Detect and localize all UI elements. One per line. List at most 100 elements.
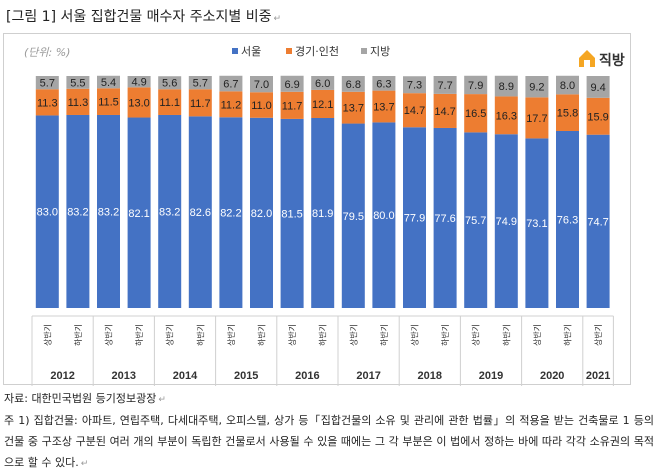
- data-label-regional: 7.3: [407, 80, 422, 92]
- half-year-label: 상반기: [348, 324, 358, 346]
- bar-regional: [35, 76, 59, 90]
- bar-regional: [127, 76, 151, 88]
- data-label-regional: 5.5: [70, 77, 85, 89]
- year-label: 2020: [540, 370, 564, 382]
- data-label-seoul: 77.6: [434, 213, 455, 225]
- data-label-gyeonggi-incheon: 13.0: [128, 97, 149, 109]
- half-year-label: 하반기: [501, 324, 511, 346]
- data-label-gyeonggi-incheon: 11.3: [68, 97, 89, 109]
- year-label: 2012: [50, 370, 74, 382]
- bar-regional: [97, 75, 120, 89]
- bar-gyeonggi-incheon: [35, 89, 59, 116]
- half-year-label: 상반기: [471, 324, 481, 346]
- year-label: 2017: [356, 370, 380, 382]
- data-label-regional: 6.9: [284, 79, 299, 91]
- bar-regional: [250, 76, 273, 93]
- half-year-label: 상반기: [104, 324, 114, 346]
- data-label-regional: 7.7: [437, 80, 452, 92]
- data-label-regional: 6.7: [223, 79, 238, 91]
- pilcrow-mark: ↵: [80, 459, 89, 469]
- bar-gyeonggi-incheon: [127, 87, 151, 118]
- half-year-label: 상반기: [593, 324, 603, 346]
- data-label-gyeonggi-incheon: 11.1: [159, 97, 180, 109]
- bar-seoul: [372, 122, 396, 309]
- bar-seoul: [280, 118, 304, 308]
- data-label-seoul: 73.1: [526, 218, 547, 230]
- year-label: 2021: [586, 370, 610, 382]
- data-label-regional: 5.4: [101, 77, 116, 89]
- data-label-regional: 5.7: [40, 78, 55, 90]
- bar-regional: [433, 76, 457, 94]
- data-label-seoul: 82.2: [220, 208, 241, 220]
- data-label-seoul: 76.3: [557, 214, 578, 226]
- bar-area: 83.0 11.3 5.7 83.2 11.3 5.5 83.2 11.5 5.4 82.1 13.…: [35, 75, 610, 309]
- data-label-seoul: 81.5: [281, 208, 302, 220]
- data-label-seoul: 79.5: [343, 211, 364, 223]
- half-year-label: 상반기: [287, 324, 297, 346]
- legend-swatch-gyeonggi-incheon: [286, 48, 292, 54]
- brand-name: 직방: [599, 52, 625, 69]
- data-label-seoul: 77.9: [404, 213, 425, 225]
- unit-label: (단위: %): [24, 46, 70, 59]
- pilcrow-mark: ↵: [158, 395, 166, 405]
- half-year-label: 하반기: [318, 324, 328, 346]
- chart-panel: (단위: %) 서울 경기·인천 지방 직방 83.0 11.3 5.7 83.2 11…: [3, 33, 631, 386]
- bar-regional: [219, 75, 243, 92]
- bar-gyeonggi-incheon: [97, 88, 120, 115]
- data-label-gyeonggi-incheon: 11.7: [282, 100, 303, 112]
- data-label-regional: 5.6: [162, 78, 177, 90]
- data-label-regional: 6.8: [346, 79, 361, 91]
- data-label-gyeonggi-incheon: 15.9: [587, 111, 608, 123]
- data-label-gyeonggi-incheon: 15.8: [557, 108, 578, 120]
- source-line: 자료: 대한민국법원 등기정보광장 ↵: [4, 390, 166, 406]
- year-label: 2015: [234, 370, 258, 382]
- bar-seoul: [403, 127, 426, 308]
- bar-seoul: [341, 123, 365, 308]
- half-year-label: 하반기: [134, 324, 144, 346]
- footnote-text: 주 1) 집합건물: 아파트, 연립주택, 다세대주택, 오피스텔, 상가 등「…: [4, 414, 654, 469]
- house-logo-door: [584, 60, 590, 67]
- bar-gyeonggi-incheon: [372, 90, 396, 123]
- bar-seoul: [494, 134, 518, 308]
- footnote: 주 1) 집합건물: 아파트, 연립주택, 다세대주택, 오피스텔, 상가 등「…: [4, 410, 654, 475]
- data-label-gyeonggi-incheon: 14.7: [404, 105, 425, 117]
- bar-gyeonggi-incheon: [586, 97, 610, 135]
- bar-seoul: [66, 114, 90, 308]
- bar-gyeonggi-incheon: [66, 88, 90, 115]
- bar-regional: [556, 75, 579, 95]
- bar-gyeonggi-incheon: [219, 91, 243, 118]
- bar-gyeonggi-incheon: [494, 96, 518, 135]
- bar-regional: [341, 76, 365, 92]
- year-label: 2014: [173, 370, 198, 382]
- data-label-regional: 6.0: [315, 78, 330, 90]
- data-label-gyeonggi-incheon: 16.3: [496, 110, 517, 122]
- half-year-label: 상반기: [42, 324, 52, 346]
- data-label-seoul: 74.7: [587, 216, 608, 228]
- half-year-label: 상반기: [226, 324, 236, 346]
- bar-seoul: [433, 127, 457, 308]
- data-label-seoul: 81.9: [312, 208, 333, 220]
- data-label-gyeonggi-incheon: 12.1: [312, 99, 333, 111]
- data-label-regional: 8.0: [560, 80, 575, 92]
- data-label-regional: 8.9: [499, 81, 514, 93]
- data-label-seoul: 83.2: [159, 206, 180, 218]
- half-year-label: 하반기: [195, 324, 205, 346]
- data-label-gyeonggi-incheon: 11.0: [251, 100, 272, 112]
- half-year-label: 하반기: [257, 324, 267, 346]
- bar-seoul: [35, 115, 59, 308]
- data-label-seoul: 82.0: [251, 208, 272, 220]
- bar-seoul: [97, 114, 120, 308]
- half-year-label: 상반기: [410, 324, 420, 346]
- data-label-regional: 6.3: [376, 78, 391, 90]
- data-label-regional: 9.4: [590, 82, 605, 94]
- data-label-gyeonggi-incheon: 17.7: [526, 113, 547, 125]
- title-text: [그림 1] 서울 집합건물 매수자 주소지별 비중: [6, 9, 272, 25]
- year-label: 2016: [295, 370, 319, 382]
- bar-gyeonggi-incheon: [158, 89, 182, 115]
- stacked-bar-chart: (단위: %) 서울 경기·인천 지방 직방 83.0 11.3 5.7 83.2 11…: [24, 44, 625, 386]
- bar-gyeonggi-incheon: [341, 91, 365, 124]
- bar-regional: [586, 76, 610, 98]
- half-year-label: 하반기: [563, 324, 573, 346]
- bar-regional: [188, 76, 212, 90]
- year-label: 2018: [418, 370, 442, 382]
